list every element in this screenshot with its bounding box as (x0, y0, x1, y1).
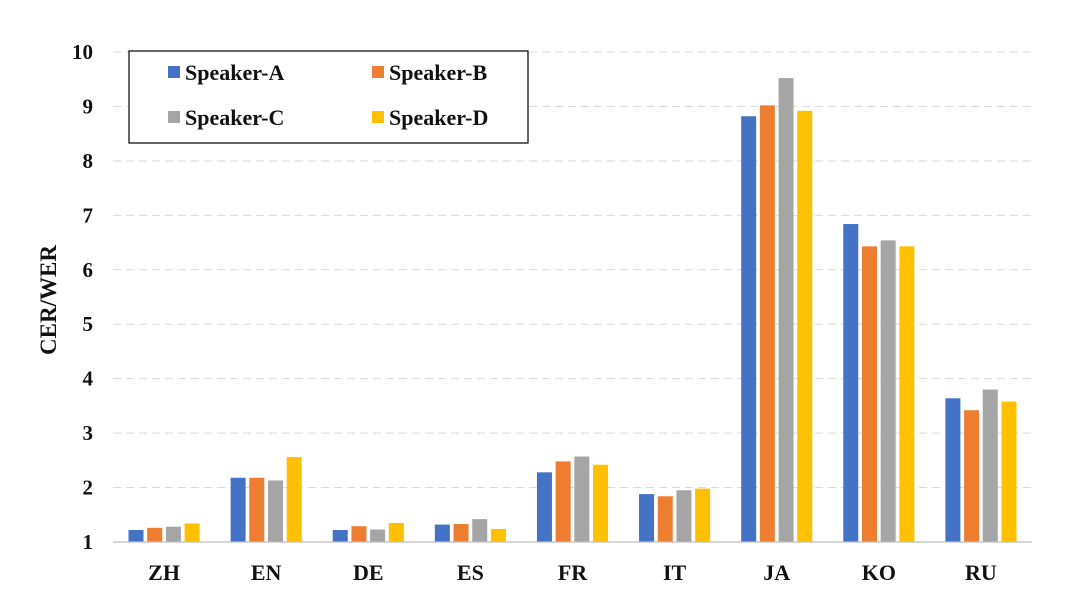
legend-label: Speaker-D (389, 105, 488, 130)
x-category-label: DE (353, 560, 384, 585)
x-category-label: JA (763, 560, 790, 585)
y-tick-label: 6 (83, 258, 94, 282)
bar (165, 526, 181, 542)
bar (657, 496, 673, 542)
y-tick-label: 2 (83, 476, 94, 500)
bars (128, 78, 1017, 543)
y-tick-label: 7 (83, 203, 94, 227)
y-tick-label: 8 (83, 149, 94, 173)
bar (778, 78, 794, 542)
x-category-label: ZH (148, 560, 180, 585)
bar (964, 410, 980, 542)
bar (472, 519, 488, 542)
bar (593, 464, 609, 542)
bar (899, 246, 915, 542)
bar (1001, 401, 1017, 542)
legend-swatch (372, 66, 384, 78)
bar (797, 110, 813, 543)
legend-label: Speaker-A (185, 60, 285, 85)
bar (536, 472, 552, 542)
y-axis-title: CER/WER (36, 245, 61, 355)
y-tick-label: 1 (83, 530, 94, 554)
y-tick-label: 3 (83, 421, 94, 445)
bar (351, 526, 367, 542)
bar (453, 524, 469, 542)
x-category-label: ES (457, 560, 484, 585)
bar (388, 522, 404, 542)
bar (741, 116, 757, 542)
y-tick-label: 4 (83, 367, 94, 391)
bar (676, 490, 692, 542)
gridlines (113, 51, 1032, 489)
y-axis-ticks: 1 2 3 4 5 6 7 8 9 10 (72, 40, 94, 554)
bar (861, 246, 877, 542)
x-axis-categories: ZH EN DE ES FR IT JA KO RU (148, 560, 997, 585)
bar (555, 461, 571, 542)
legend-box (128, 50, 529, 144)
bar (982, 389, 998, 542)
bar (268, 480, 284, 542)
bar (230, 477, 246, 542)
bar (695, 488, 711, 542)
x-category-label: IT (663, 560, 687, 585)
legend-label: Speaker-C (185, 105, 284, 130)
bar (249, 477, 265, 542)
bar (434, 524, 450, 542)
legend-swatch (168, 111, 180, 123)
legend-label: Speaker-B (389, 60, 488, 85)
x-category-label: FR (558, 560, 588, 585)
y-tick-label: 5 (83, 312, 94, 336)
bar (843, 224, 859, 543)
bar (945, 398, 961, 542)
bar (759, 105, 775, 542)
x-category-label: RU (965, 560, 997, 585)
legend-swatch (372, 111, 384, 123)
bar (286, 457, 302, 542)
bar (574, 456, 590, 542)
bar (147, 527, 163, 542)
y-tick-label: 10 (72, 40, 93, 64)
legend-swatch (168, 66, 180, 78)
x-category-label: KO (862, 560, 896, 585)
legend: Speaker-A Speaker-B Speaker-C Speaker-D (128, 50, 529, 144)
bar (184, 523, 200, 542)
bar (370, 529, 386, 542)
y-tick-label: 9 (83, 94, 94, 118)
bar (332, 530, 348, 542)
x-category-label: EN (251, 560, 282, 585)
bar (490, 528, 506, 542)
bar (880, 240, 896, 542)
bar (639, 494, 655, 542)
bar (128, 530, 144, 542)
